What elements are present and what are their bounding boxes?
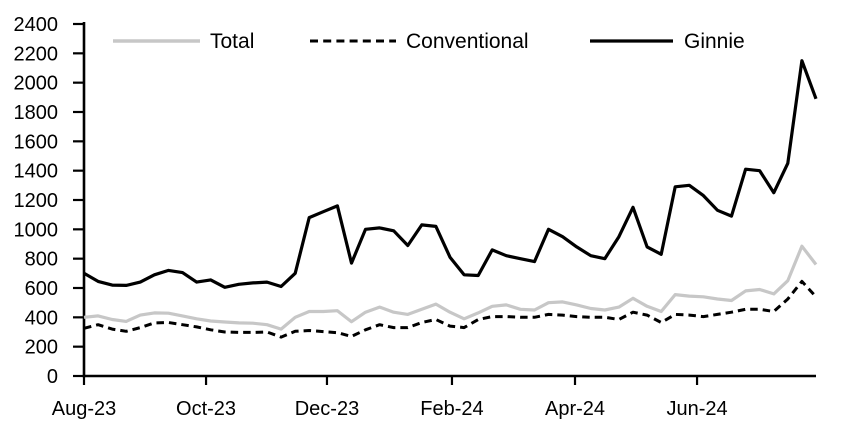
legend-label-total: Total: [210, 30, 254, 53]
x-tick-label: Apr-24: [545, 398, 605, 420]
legend-label-ginnie: Ginnie: [684, 30, 745, 53]
plot-lines: [83, 59, 818, 339]
y-tick-label: 2400: [14, 14, 59, 36]
legend-label-conventional: Conventional: [406, 30, 529, 53]
y-tick-label: 1400: [14, 161, 59, 183]
y-tick-label: 2200: [14, 43, 59, 65]
y-tick-label: 1200: [14, 190, 59, 212]
series-line-ginnie: [83, 59, 818, 289]
y-tick-label: 200: [25, 337, 58, 359]
y-tick-label: 400: [25, 307, 58, 329]
y-tick-label: 1000: [14, 219, 59, 241]
axes: 0 200 400 600 800 1000 1200 1400 1600 1800 2000 220…: [14, 14, 816, 420]
x-tick-label: Feb-24: [420, 398, 483, 420]
y-tick-label: 2000: [14, 73, 59, 95]
y-tick-label: 0: [47, 366, 58, 388]
y-tick-label: 1800: [14, 102, 59, 124]
y-tick-label: 1600: [14, 131, 59, 153]
x-tick-label: Aug-23: [52, 398, 117, 420]
x-tick-label: Oct-23: [176, 398, 236, 420]
series-line-conventional: [83, 279, 818, 339]
y-tick-label: 600: [25, 278, 58, 300]
series-line-total: [83, 244, 818, 331]
legend: Total Conventional Ginnie: [113, 30, 745, 53]
y-tick-label: 800: [25, 249, 58, 271]
x-tick-label: Dec-23: [295, 398, 359, 420]
x-tick-label: Jun-24: [666, 398, 727, 420]
